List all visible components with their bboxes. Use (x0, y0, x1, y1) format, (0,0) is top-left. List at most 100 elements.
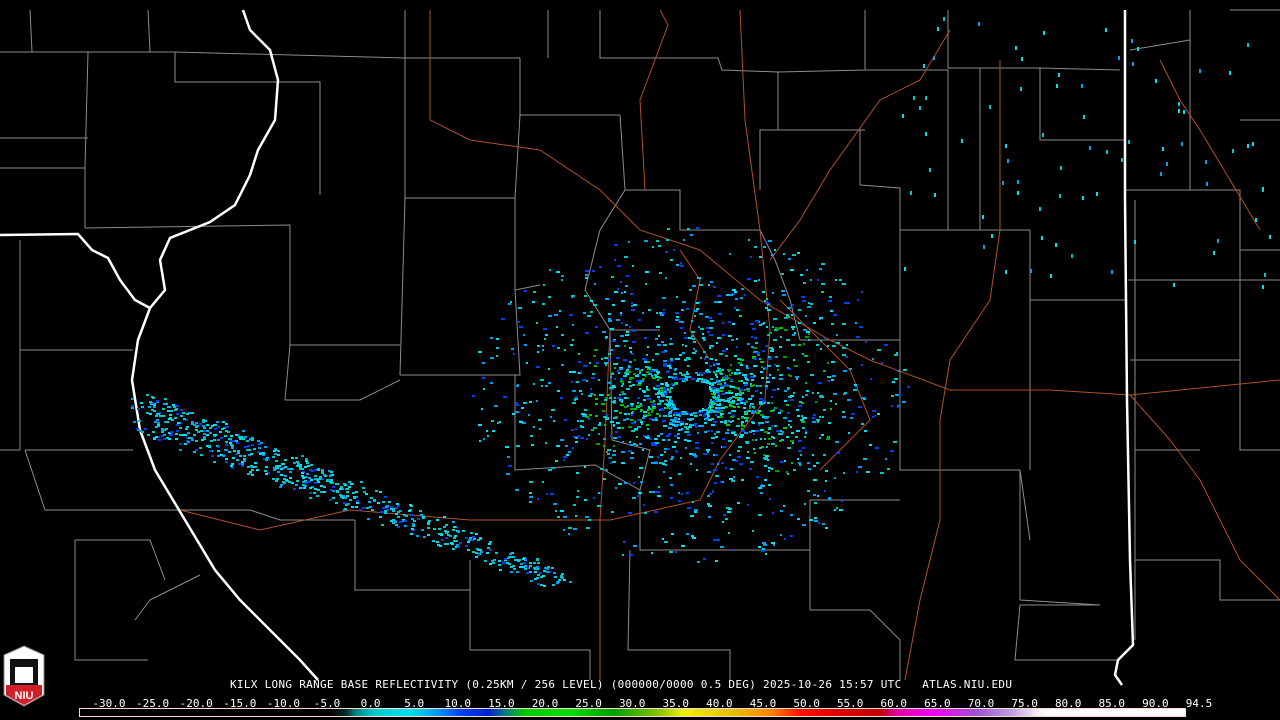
echo-pixel (330, 471, 333, 473)
echo-pixel (681, 321, 684, 323)
echo-pixel (802, 524, 806, 526)
echo-pixel (225, 423, 228, 425)
echo-pixel (659, 415, 661, 417)
echo-pixel (533, 383, 535, 385)
echo-pixel (520, 563, 523, 565)
echo-pixel (344, 508, 347, 510)
echo-pixel (843, 393, 846, 395)
echo-pixel (821, 263, 825, 265)
echo-pixel (812, 454, 814, 456)
echo-pixel (894, 354, 898, 356)
echo-pixel (674, 382, 676, 384)
echo-pixel (256, 469, 259, 471)
echo-pixel (720, 385, 724, 387)
echo-pixel (631, 302, 633, 304)
echo-pixel (716, 379, 718, 381)
echo-pixel (746, 401, 748, 403)
echo-pixel (808, 468, 811, 470)
echo-pixel (331, 482, 334, 484)
echo-pixel (475, 556, 478, 558)
echo-pixel (627, 405, 629, 407)
echo-pixel (614, 410, 618, 412)
echo-pixel (690, 463, 692, 465)
echo-pixel (191, 423, 194, 425)
echo-pixel (575, 437, 578, 439)
echo-pixel (713, 371, 715, 373)
echo-pixel (741, 288, 744, 290)
echo-pixel (786, 314, 789, 316)
echo-pixel (392, 510, 395, 512)
echo-pixel (753, 407, 755, 409)
echo-pixel (182, 434, 185, 436)
echo-pixel (131, 398, 134, 400)
echo-pixel (199, 423, 202, 425)
echo-pixel (482, 362, 485, 364)
echo-pixel (480, 551, 483, 553)
echo-pixel (768, 470, 770, 472)
echo-pixel (669, 343, 673, 345)
echo-pixel (658, 245, 661, 247)
echo-pixel (457, 546, 460, 548)
echo-pixel (745, 420, 748, 422)
echo-pixel (651, 552, 653, 554)
echo-pixel (771, 254, 774, 256)
echo-pixel (652, 329, 654, 331)
echo-pixel (146, 394, 149, 396)
county-line (354, 520, 470, 591)
echo-pixel (788, 396, 792, 398)
echo-pixel (599, 266, 602, 268)
echo-pixel (709, 405, 711, 407)
echo-pixel (872, 358, 874, 360)
echo-pixel (665, 384, 669, 386)
echo-pixel (537, 574, 540, 576)
colorbar-label: 40.0 (706, 697, 733, 710)
echo-pixel (842, 347, 846, 349)
echo-pixel (810, 279, 812, 281)
echo-pixel (825, 527, 828, 529)
echo-pixel (390, 508, 393, 510)
echo-pixel (542, 575, 545, 577)
echo-pixel (846, 344, 848, 346)
echo-pixel (703, 372, 705, 374)
echo-pixel (613, 424, 615, 426)
echo-pixel (594, 349, 598, 351)
echo-pixel (656, 385, 660, 387)
echo-pixel (605, 469, 608, 471)
echo-pixel (649, 367, 651, 369)
echo-pixel (505, 446, 509, 448)
echo-pixel (847, 302, 850, 304)
colorbar-label: 35.0 (662, 697, 690, 710)
echo-pixel (808, 333, 810, 335)
echo-pixel (647, 409, 649, 411)
echo-pixel (1166, 162, 1168, 166)
echo-pixel (191, 412, 194, 414)
echo-pixel (791, 462, 793, 464)
colorbar-label: 20.0 (531, 697, 559, 710)
echo-pixel (739, 463, 743, 465)
echo-pixel (686, 379, 688, 381)
echo-pixel (687, 365, 689, 367)
echo-pixel (910, 191, 912, 195)
echo-pixel (819, 318, 821, 320)
echo-pixel (445, 537, 448, 539)
echo-pixel (663, 360, 667, 362)
echo-pixel (715, 409, 718, 411)
echo-pixel (703, 453, 707, 455)
echo-pixel (684, 332, 686, 334)
echo-pixel (595, 403, 598, 405)
echo-pixel (680, 262, 682, 264)
echo-pixel (529, 571, 532, 573)
county-line (84, 168, 400, 346)
echo-pixel (591, 377, 595, 379)
echo-pixel (697, 432, 699, 434)
echo-pixel (167, 410, 170, 412)
echo-pixel (275, 465, 278, 467)
echo-pixel (842, 323, 846, 325)
echo-pixel (224, 435, 227, 437)
echo-pixel (437, 544, 440, 546)
echo-pixel (723, 514, 726, 516)
echo-pixel (759, 256, 762, 258)
echo-pixel (865, 341, 867, 343)
echo-pixel (716, 400, 719, 402)
